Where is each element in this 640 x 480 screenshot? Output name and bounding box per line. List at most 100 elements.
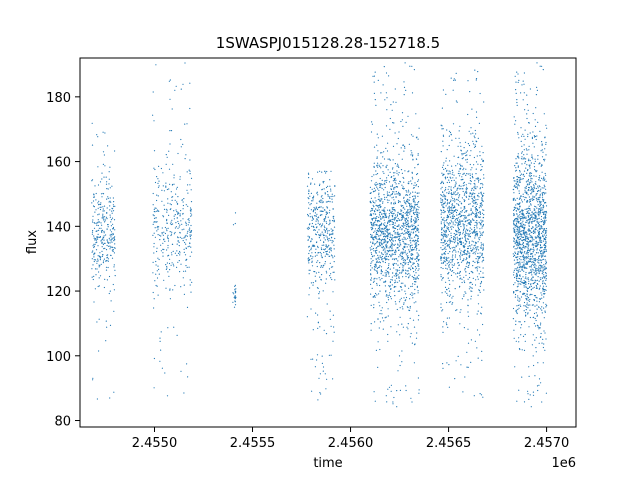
data-point <box>533 272 535 274</box>
data-point <box>388 219 390 221</box>
data-point <box>535 280 537 282</box>
data-point <box>395 272 397 274</box>
data-point <box>519 261 521 263</box>
data-point <box>459 219 461 221</box>
data-point <box>471 244 473 246</box>
data-point <box>414 195 416 197</box>
data-point <box>534 218 536 220</box>
data-point <box>394 301 396 303</box>
data-point <box>442 267 444 270</box>
data-point <box>396 236 398 238</box>
data-point <box>370 236 372 238</box>
data-point <box>522 242 524 244</box>
data-point <box>152 261 154 263</box>
data-point <box>370 279 372 281</box>
data-point <box>470 183 472 185</box>
data-point <box>412 262 414 264</box>
data-point <box>482 195 484 197</box>
data-point <box>535 94 538 96</box>
data-point <box>373 307 375 309</box>
data-point <box>191 281 193 283</box>
data-point <box>540 382 542 384</box>
data-point <box>101 178 103 180</box>
data-point <box>110 240 112 242</box>
data-point <box>522 213 525 215</box>
data-point <box>405 89 407 91</box>
data-point <box>321 355 323 357</box>
data-point <box>404 225 406 227</box>
data-point <box>456 309 458 311</box>
data-point <box>514 75 516 77</box>
data-point <box>160 244 162 246</box>
data-point <box>399 193 401 195</box>
data-point <box>450 199 452 201</box>
data-point <box>483 177 485 179</box>
data-point <box>411 247 414 249</box>
data-point <box>474 197 476 199</box>
data-point <box>531 187 533 189</box>
data-point <box>527 189 530 191</box>
data-point <box>384 256 386 258</box>
data-point <box>531 191 533 193</box>
data-point <box>373 231 375 233</box>
data-point <box>527 243 529 245</box>
data-point <box>397 229 399 231</box>
data-point <box>392 159 394 161</box>
data-point <box>187 246 189 248</box>
data-point <box>465 274 467 276</box>
data-point <box>391 193 393 195</box>
data-point <box>178 260 180 262</box>
data-point <box>384 180 386 182</box>
data-point <box>444 195 446 197</box>
data-point <box>535 274 537 276</box>
data-point <box>186 189 188 191</box>
data-point <box>401 119 403 121</box>
data-point <box>414 222 417 224</box>
data-point <box>407 256 410 259</box>
data-point <box>392 249 394 251</box>
data-point <box>524 196 526 198</box>
data-point <box>451 169 453 171</box>
data-point <box>412 297 414 299</box>
data-point <box>514 184 516 186</box>
data-point <box>416 332 418 334</box>
data-point <box>412 263 414 266</box>
data-point <box>383 208 385 210</box>
data-point <box>477 303 480 305</box>
data-point <box>447 217 449 219</box>
data-point <box>461 165 463 167</box>
data-point <box>412 178 414 180</box>
data-point <box>394 227 396 229</box>
data-point <box>378 209 380 211</box>
data-point <box>112 233 114 236</box>
data-point <box>542 293 545 295</box>
data-point <box>411 183 413 185</box>
data-point <box>413 236 416 238</box>
data-point <box>411 285 413 287</box>
data-point <box>415 158 417 160</box>
data-point <box>410 150 412 152</box>
data-point <box>517 81 519 83</box>
data-point <box>447 294 449 296</box>
data-point <box>383 189 385 191</box>
data-point <box>403 196 405 198</box>
data-point <box>321 200 323 202</box>
data-point <box>462 251 464 253</box>
data-point <box>450 274 453 276</box>
data-point <box>512 253 514 255</box>
data-point <box>441 204 443 206</box>
data-point <box>166 236 169 238</box>
data-point <box>396 277 398 279</box>
data-point <box>397 247 399 249</box>
data-point <box>535 296 537 298</box>
data-point <box>404 243 406 246</box>
data-point <box>110 201 112 203</box>
data-point <box>325 217 327 219</box>
data-point <box>416 214 418 216</box>
data-point <box>453 272 455 274</box>
data-point <box>184 236 186 238</box>
data-point <box>463 245 465 247</box>
data-point <box>450 237 453 239</box>
data-point <box>174 252 176 254</box>
data-point <box>529 260 532 263</box>
